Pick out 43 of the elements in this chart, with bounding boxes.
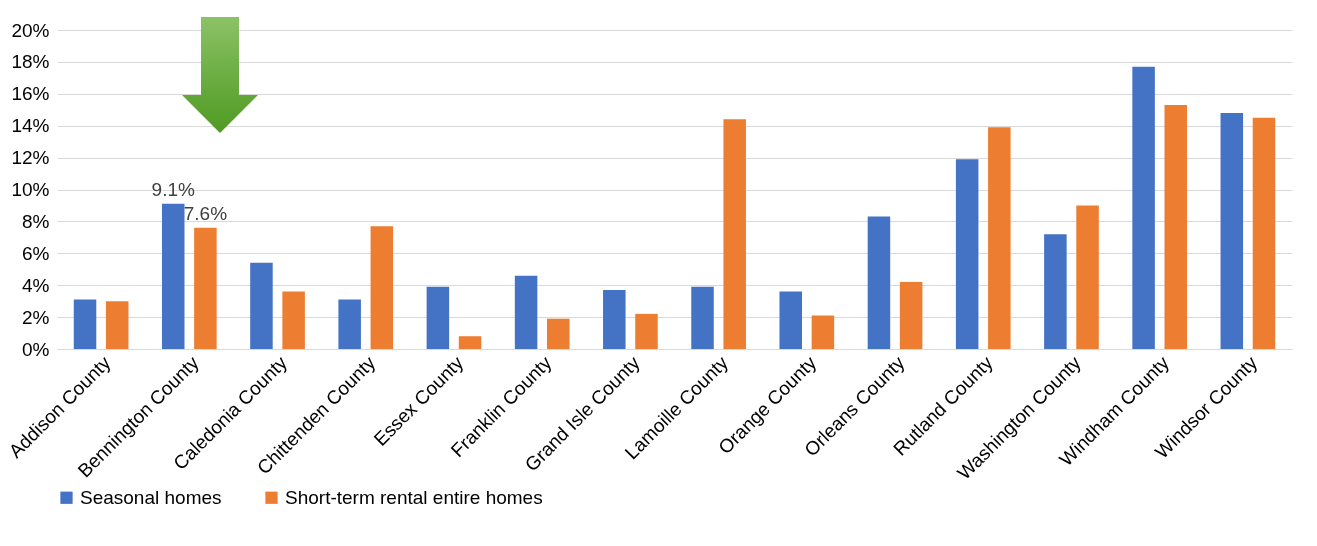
y-tick-label: 18% xyxy=(11,51,50,73)
bar xyxy=(867,216,891,349)
bar xyxy=(723,119,746,349)
bar xyxy=(779,291,802,349)
bar xyxy=(691,286,714,349)
y-tick-label: 4% xyxy=(22,274,50,296)
data-label: 7.6% xyxy=(183,202,228,224)
data-label: 9.1% xyxy=(151,178,195,200)
bar xyxy=(194,227,217,349)
legend-label: Short-term rental entire homes xyxy=(285,486,543,508)
y-tick-label: 14% xyxy=(11,115,50,137)
bar xyxy=(1132,66,1155,349)
bar xyxy=(1164,104,1188,349)
bar xyxy=(73,299,97,349)
bar xyxy=(458,336,482,349)
bar xyxy=(811,315,835,349)
bar xyxy=(105,301,129,349)
bar xyxy=(955,159,979,349)
bar xyxy=(282,291,305,349)
y-tick-label: 10% xyxy=(11,179,50,200)
legend-label: Seasonal homes xyxy=(80,486,222,508)
bar xyxy=(250,262,273,349)
y-tick-label: 0% xyxy=(22,338,50,360)
y-tick-label: 6% xyxy=(22,242,50,264)
y-tick-label: 12% xyxy=(11,147,50,169)
bar xyxy=(1076,205,1099,349)
bar xyxy=(1252,117,1276,349)
bar xyxy=(426,286,450,349)
bar xyxy=(161,203,185,349)
bar xyxy=(603,289,626,349)
y-tick-label: 16% xyxy=(11,83,50,105)
y-tick-label: 20% xyxy=(11,19,50,41)
bar xyxy=(899,282,923,349)
bar xyxy=(635,313,658,349)
y-tick-label: 8% xyxy=(22,210,50,232)
bar xyxy=(547,318,570,349)
bar xyxy=(514,275,538,349)
bar xyxy=(1220,112,1244,349)
bar xyxy=(1044,234,1067,349)
y-tick-label: 2% xyxy=(22,306,50,328)
bar xyxy=(338,299,361,349)
bar xyxy=(370,226,394,349)
bar xyxy=(988,127,1011,349)
